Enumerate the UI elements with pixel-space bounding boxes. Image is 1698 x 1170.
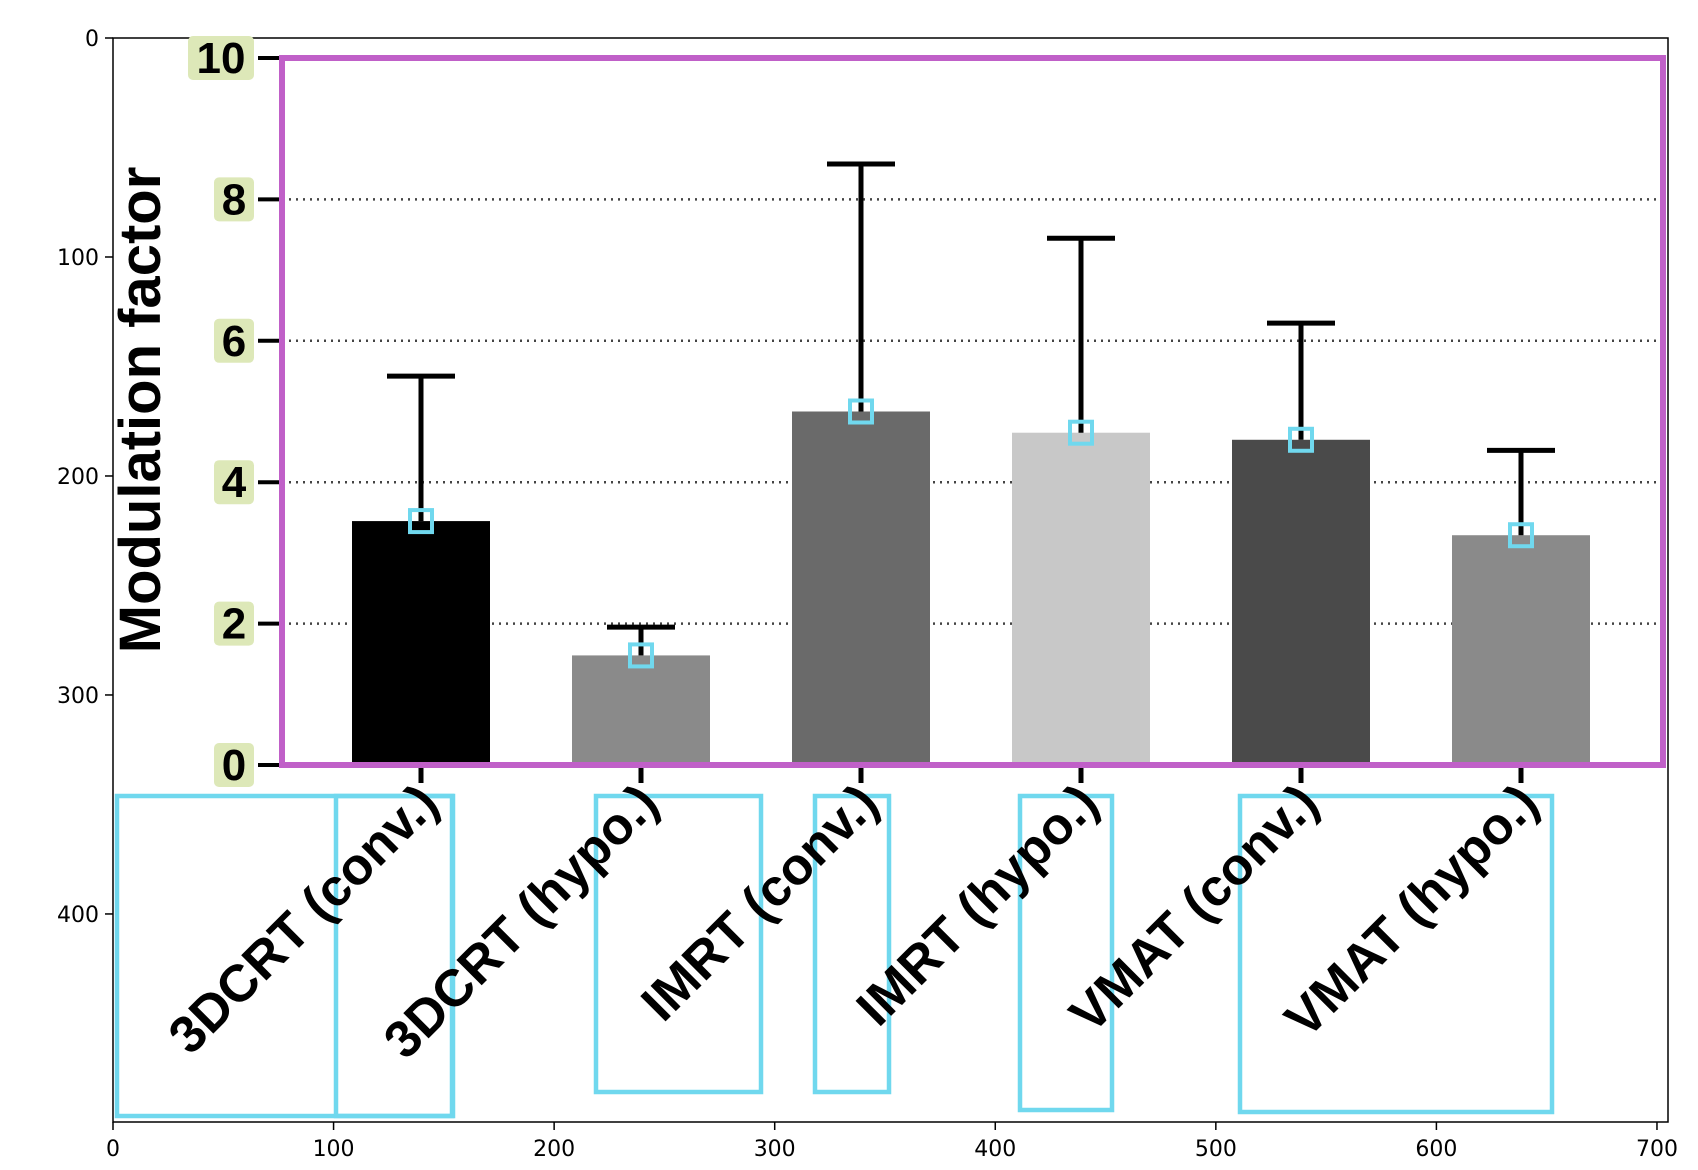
y-pixel-tick-label: 200 [57,465,99,490]
value-marker [628,642,654,669]
x-pixel-tick-label: 700 [1636,1137,1678,1162]
y-tick-highlight [188,36,254,80]
plot-frame [279,55,1666,768]
axes-frame [112,37,1669,1123]
error-bars [387,161,1555,656]
y-tick-highlight [214,601,254,646]
value-marker [848,398,874,425]
x-pixel-tick-label: 0 [106,1137,120,1162]
bar [1232,439,1370,765]
category-label-box [593,793,764,1095]
category-labels: 3DCRT (conv.)3DCRT (hypo.)IMRT (conv.)IM… [158,773,1550,1069]
category-label-box [1237,793,1555,1115]
value-markers [408,398,1534,669]
category-label-box [333,793,456,1119]
x-pixel-tick-label: 300 [754,1137,796,1162]
bar [792,411,930,765]
category-label-box [1017,793,1115,1113]
y-tick-highlight [214,177,254,222]
bar [352,521,490,765]
bar [572,655,710,765]
y-tick-highlight [214,743,254,787]
y-tick-label: 10 [197,34,246,83]
y-pixel-tick-label: 0 [85,27,99,52]
y-tick-label: 2 [222,600,246,649]
x-pixel-tick-label: 600 [1415,1137,1457,1162]
value-marker [1288,426,1314,453]
value-marker [1508,522,1534,549]
x-pixel-tick-label: 100 [313,1137,355,1162]
y-axis-label: Modulation factor [108,167,173,654]
y-tick-label: 4 [222,458,247,507]
y-tick-highlight [214,318,254,363]
y-ticks: 0 2 4 6 8 10 [188,34,282,790]
x-pixel-tick-label: 200 [533,1137,575,1162]
category-label-box [812,793,892,1095]
plot-frame-rect [279,55,1666,768]
bar [1452,535,1590,765]
y-tick-label: 0 [222,741,246,790]
x-pixel-tick-label: 500 [1195,1137,1237,1162]
y-pixel-tick-label: 100 [57,246,99,271]
y-pixel-tick-label: 400 [57,903,99,928]
bars [352,411,1590,765]
x-pixel-tick-label: 400 [974,1137,1016,1162]
category-label-boxes [114,793,1555,1119]
value-marker [1068,419,1094,446]
y-tick-label: 8 [222,175,246,224]
bar [1012,432,1150,765]
y-tick-label: 6 [222,317,246,366]
value-marker [408,508,434,535]
y-tick-highlight [214,460,254,505]
y-pixel-tick-label: 300 [57,684,99,709]
